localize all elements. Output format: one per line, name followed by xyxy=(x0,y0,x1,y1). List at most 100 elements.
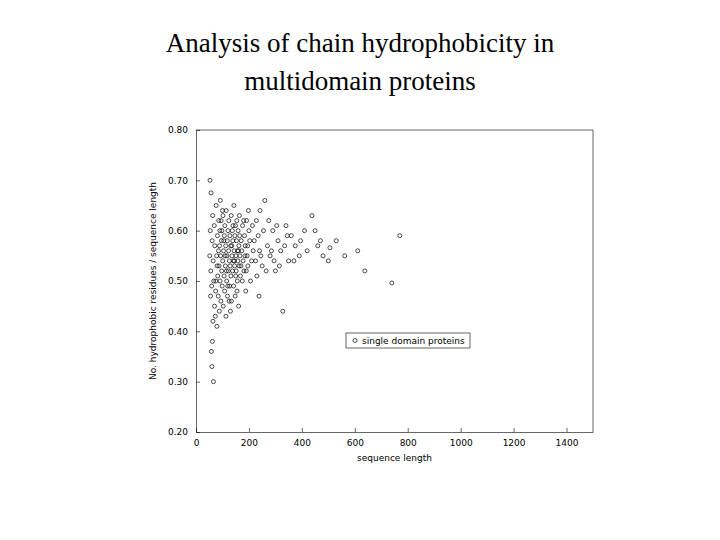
point xyxy=(228,264,232,268)
point xyxy=(213,304,217,308)
point xyxy=(229,274,233,278)
point xyxy=(232,284,236,288)
point xyxy=(232,204,236,208)
point xyxy=(321,254,325,258)
tick: 200 xyxy=(241,428,258,448)
point xyxy=(246,209,250,213)
point xyxy=(219,254,223,258)
point xyxy=(236,229,240,233)
tick: 0.60 xyxy=(168,226,200,236)
point xyxy=(248,239,252,243)
title: Analysis of chain hydrophobicity inmulti… xyxy=(166,28,555,96)
frame-top xyxy=(196,130,593,131)
point xyxy=(229,299,233,303)
point xyxy=(398,234,402,238)
point xyxy=(220,269,224,273)
point xyxy=(299,239,303,243)
point xyxy=(343,254,347,258)
chart: Analysis of chain hydrophobicity inmulti… xyxy=(0,0,720,540)
point xyxy=(225,239,229,243)
point xyxy=(210,239,214,243)
tick-label: 1200 xyxy=(503,438,526,448)
point xyxy=(241,224,245,228)
tick-mark xyxy=(567,428,568,432)
point xyxy=(272,259,276,263)
point xyxy=(212,224,216,228)
tick-label: 0.40 xyxy=(168,327,188,337)
x-axis: 0200400600800100012001400 xyxy=(194,428,594,448)
point xyxy=(233,224,237,228)
y-axis: 0.200.300.400.500.600.700.80 xyxy=(168,125,200,437)
point xyxy=(236,259,240,263)
point xyxy=(208,254,212,258)
point xyxy=(254,219,258,223)
point xyxy=(252,239,256,243)
point xyxy=(318,239,322,243)
tick-label: 200 xyxy=(241,438,258,448)
point xyxy=(217,219,221,223)
y-axis-title: No. hydrophobic residues / sequence leng… xyxy=(148,182,158,380)
tick-mark xyxy=(196,231,200,232)
point xyxy=(238,234,242,238)
point xyxy=(210,284,214,288)
point xyxy=(260,264,264,268)
tick: 1200 xyxy=(503,428,526,448)
series xyxy=(208,178,402,383)
tick: 0.70 xyxy=(168,176,200,186)
tick: 0.20 xyxy=(168,427,200,437)
point xyxy=(243,244,247,248)
point xyxy=(230,229,234,233)
tick: 0.50 xyxy=(168,276,200,286)
legend-box xyxy=(346,333,470,348)
point xyxy=(217,309,221,313)
point xyxy=(237,244,241,248)
point xyxy=(251,249,255,253)
tick-label: 0.50 xyxy=(168,276,188,286)
point xyxy=(234,254,238,258)
point xyxy=(254,259,258,263)
plot-area xyxy=(208,178,402,383)
point xyxy=(281,309,285,313)
point xyxy=(222,249,226,253)
tick-label: 0.70 xyxy=(168,176,188,186)
point xyxy=(217,264,221,268)
point xyxy=(224,314,228,318)
point xyxy=(264,269,268,273)
point xyxy=(212,279,216,283)
point xyxy=(249,279,253,283)
point xyxy=(255,274,259,278)
point xyxy=(328,246,332,250)
point xyxy=(229,214,233,218)
point xyxy=(225,279,229,283)
point xyxy=(223,264,227,268)
point xyxy=(215,254,219,258)
point xyxy=(223,224,227,228)
point xyxy=(215,324,219,328)
point xyxy=(226,269,230,273)
point xyxy=(216,249,220,253)
point xyxy=(289,234,293,238)
point xyxy=(237,304,241,308)
tick: 1000 xyxy=(450,428,473,448)
point xyxy=(216,274,220,278)
tick-label: 0.20 xyxy=(168,427,188,437)
point xyxy=(222,234,226,238)
point xyxy=(228,309,232,313)
point xyxy=(220,229,224,233)
tick: 600 xyxy=(347,428,364,448)
point xyxy=(214,204,218,208)
point xyxy=(211,319,215,323)
point xyxy=(233,264,237,268)
point xyxy=(238,254,242,258)
tick: 0.30 xyxy=(168,377,200,387)
point xyxy=(284,224,288,228)
point xyxy=(326,259,330,263)
point xyxy=(259,254,263,258)
point xyxy=(297,254,301,258)
tick-mark xyxy=(302,428,303,432)
tick: 1400 xyxy=(556,428,579,448)
tick-label: 0.30 xyxy=(168,377,188,387)
tick-label: 0 xyxy=(194,438,200,448)
point xyxy=(219,299,223,303)
point xyxy=(287,259,291,263)
